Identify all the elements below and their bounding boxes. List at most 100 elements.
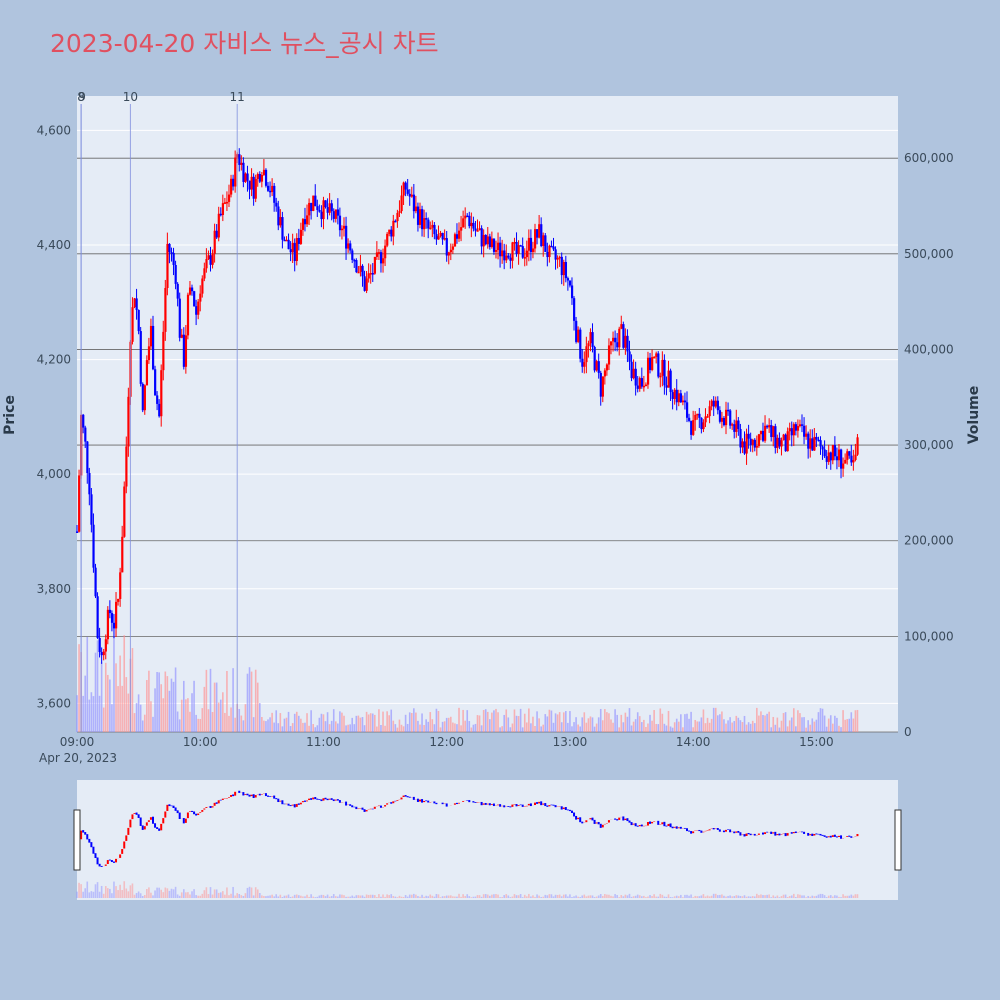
volume-bar	[593, 726, 596, 732]
mini-volume-bar	[460, 896, 462, 898]
candle-body	[402, 182, 405, 196]
candle-body	[745, 433, 748, 454]
candle-body	[712, 400, 715, 407]
candle-body	[170, 252, 173, 254]
mini-volume-bar	[174, 886, 177, 898]
mini-volume-bar	[133, 894, 136, 898]
mini-volume-bar	[330, 896, 333, 898]
volume-bar	[778, 727, 781, 732]
candle-body	[700, 417, 703, 430]
candle-body	[310, 202, 313, 211]
volume-bar	[780, 720, 783, 732]
mini-volume-bar	[511, 896, 514, 898]
mini-volume-bar	[480, 896, 483, 898]
candle-body	[106, 609, 110, 640]
mini-volume-bar	[281, 897, 284, 898]
time-tick-label: 12:00	[429, 735, 464, 749]
candle-body	[725, 409, 728, 426]
candle-body	[416, 206, 420, 225]
candle-body	[394, 220, 397, 223]
volume-bar	[242, 720, 245, 732]
range-slider-left-handle[interactable]	[73, 809, 81, 871]
range-slider-right-handle[interactable]	[894, 809, 902, 871]
volume-bar	[148, 670, 150, 732]
volume-bar	[491, 712, 493, 732]
mini-volume-bar	[279, 894, 282, 898]
mini-volume-bar	[714, 893, 717, 898]
mini-volume-bar	[565, 894, 567, 898]
candle-body	[373, 256, 377, 274]
candle-body	[823, 449, 826, 457]
mini-volume-bar	[854, 894, 857, 898]
candle-body	[180, 334, 183, 338]
volume-bar	[753, 723, 756, 732]
mini-volume-bar	[834, 895, 836, 898]
mini-volume-bar	[848, 895, 851, 898]
volume-bar	[92, 696, 95, 732]
mini-volume-bar	[287, 894, 290, 898]
volume-bar	[374, 714, 376, 732]
mini-volume-bar	[339, 894, 341, 898]
candle-body	[390, 229, 393, 237]
volume-bar	[224, 712, 226, 732]
candle-body	[536, 229, 539, 238]
candle-body	[731, 424, 734, 426]
mini-volume-bar	[318, 895, 321, 898]
volume-bar	[532, 716, 534, 732]
range-slider-area[interactable]	[77, 780, 898, 900]
mini-volume-bar	[840, 897, 842, 898]
mini-volume-bar	[445, 895, 448, 898]
mini-volume-bar	[482, 894, 485, 898]
candle-body	[248, 180, 251, 190]
mini-volume-bar	[125, 888, 128, 898]
mini-volume-bar	[792, 893, 795, 898]
mini-volume-bar	[667, 894, 670, 898]
mini-volume-bar	[447, 895, 450, 898]
mini-volume-bar	[456, 896, 458, 898]
volume-bar	[850, 712, 853, 732]
volume-bar	[107, 674, 109, 732]
volume-bar	[100, 662, 103, 732]
mini-volume-bar	[466, 894, 469, 898]
mini-volume-bar	[343, 895, 345, 898]
candle-body	[570, 285, 574, 299]
candle-body	[232, 178, 235, 187]
candle-body	[330, 203, 333, 212]
candle-body	[269, 190, 272, 193]
volume-bar	[692, 727, 694, 732]
volume-bar	[349, 724, 351, 732]
volume-bar	[827, 718, 830, 732]
mini-volume-bar	[589, 895, 592, 898]
volume-bar	[669, 726, 672, 732]
volume-bar	[302, 722, 304, 732]
volume-bar	[172, 681, 175, 732]
mini-volume-bar	[109, 888, 111, 898]
candle-body	[264, 169, 268, 186]
candle-body	[833, 445, 837, 457]
axes: 3,600 3,800 4,000 4,200 4,400 4,600 0 100,000 20…	[37, 123, 954, 749]
candle-body	[154, 369, 157, 396]
mini-volume-bar	[408, 894, 411, 898]
candle-body	[527, 237, 531, 251]
volume-bar	[622, 722, 625, 732]
mini-volume-bar	[244, 893, 247, 898]
volume-bar	[456, 724, 458, 732]
mini-volume-bar	[180, 892, 183, 898]
volume-bar	[546, 716, 549, 732]
news-markers: 89 10 11	[77, 90, 245, 732]
mini-volume-bar	[677, 896, 680, 898]
mini-volume-bar	[298, 895, 300, 898]
candle-body	[480, 228, 483, 247]
candle-body	[694, 414, 697, 421]
candle-body	[277, 206, 280, 226]
mini-volume-bar	[749, 896, 752, 898]
volume-bar	[265, 721, 267, 732]
candle-body	[320, 211, 323, 220]
candle-body	[260, 174, 264, 182]
volume-bar	[606, 712, 608, 732]
volume-bar	[634, 719, 637, 732]
mini-volume-bar	[139, 893, 142, 898]
candle-body	[607, 345, 611, 365]
volume-bar	[556, 714, 559, 732]
candle-body	[692, 420, 695, 435]
